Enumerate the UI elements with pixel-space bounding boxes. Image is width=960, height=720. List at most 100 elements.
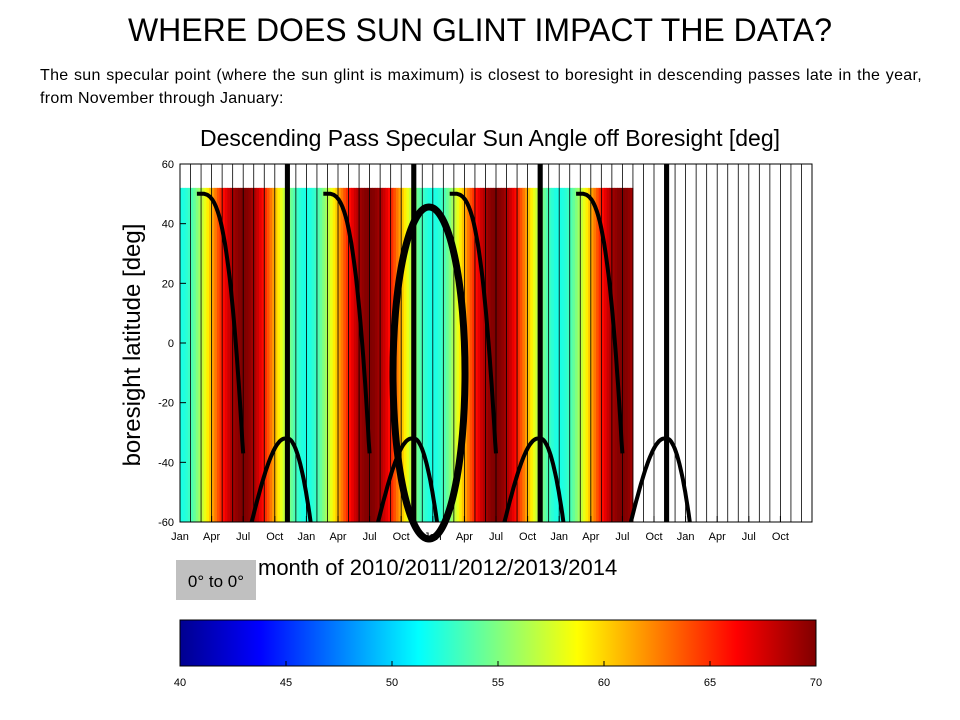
heat-cell bbox=[208, 187, 212, 522]
heat-cell bbox=[527, 187, 531, 522]
heatmap-columns bbox=[180, 187, 634, 522]
colorbar-ticks: 40 45 50 55 60 65 70 bbox=[174, 661, 822, 689]
heat-cell bbox=[509, 187, 513, 522]
x-tick-label: Oct bbox=[393, 531, 410, 543]
heat-cell bbox=[517, 187, 521, 522]
heat-cell bbox=[382, 187, 386, 522]
x-tick-label: Apr bbox=[203, 531, 220, 543]
heat-cell bbox=[424, 187, 428, 522]
heat-cell bbox=[322, 187, 326, 522]
x-axis-label: month of 2010/2011/2012/2013/2014 bbox=[258, 555, 617, 580]
y-tick-label: -60 bbox=[158, 517, 174, 529]
heat-cell bbox=[264, 187, 268, 522]
heat-cell bbox=[295, 187, 299, 522]
heat-cell bbox=[480, 187, 484, 522]
heat-cell bbox=[243, 187, 247, 522]
contour-falling bbox=[666, 436, 692, 522]
heat-cell bbox=[356, 187, 360, 522]
heat-cell bbox=[456, 187, 460, 522]
heat-cell bbox=[451, 187, 455, 522]
heat-cell bbox=[524, 187, 528, 522]
heat-cell bbox=[395, 187, 399, 522]
heat-cell bbox=[201, 187, 205, 522]
heat-cell bbox=[474, 187, 478, 522]
heat-cell bbox=[498, 187, 502, 522]
heat-cell bbox=[332, 187, 336, 522]
heat-cell bbox=[364, 187, 368, 522]
heat-cell bbox=[330, 187, 334, 522]
heat-cell bbox=[335, 187, 339, 522]
heat-cell bbox=[611, 187, 615, 522]
heat-cell bbox=[277, 187, 281, 522]
x-tick-label: Jul bbox=[236, 531, 250, 543]
y-tick-label: 60 bbox=[162, 159, 174, 171]
heat-cell bbox=[248, 187, 252, 522]
heat-cell bbox=[214, 187, 218, 522]
heat-cell bbox=[493, 187, 497, 522]
heat-cell bbox=[398, 187, 402, 522]
y-tick-label: -40 bbox=[158, 457, 174, 469]
heat-cell bbox=[427, 187, 431, 522]
heat-cell bbox=[546, 187, 550, 522]
colorbar-tick-label: 65 bbox=[704, 677, 716, 689]
heat-cell bbox=[548, 187, 552, 522]
heat-cell bbox=[298, 187, 302, 522]
heat-cell bbox=[211, 187, 215, 522]
heat-cell bbox=[353, 187, 357, 522]
heat-cell bbox=[590, 187, 594, 522]
heat-cell bbox=[543, 187, 547, 522]
heat-cell bbox=[206, 187, 210, 522]
heat-cell bbox=[314, 187, 318, 522]
heat-cell bbox=[569, 187, 573, 522]
heat-cell bbox=[388, 187, 392, 522]
contour-falling bbox=[287, 436, 313, 522]
heat-cell bbox=[522, 187, 526, 522]
heat-cell bbox=[511, 187, 515, 522]
highlight-ellipse bbox=[389, 203, 469, 543]
heat-cell bbox=[422, 187, 426, 522]
heat-cell bbox=[409, 187, 413, 522]
x-tick-label: Jan bbox=[550, 531, 568, 543]
heat-cell bbox=[182, 187, 186, 522]
heat-cell bbox=[359, 187, 363, 522]
heat-cell bbox=[606, 187, 610, 522]
x-tick-label: Oct bbox=[645, 531, 662, 543]
heat-cell bbox=[453, 187, 457, 522]
heat-cell bbox=[530, 187, 534, 522]
heat-cell bbox=[630, 187, 634, 522]
heat-cell bbox=[601, 187, 605, 522]
heat-cell bbox=[187, 187, 191, 522]
heat-cell bbox=[324, 187, 328, 522]
heat-cell bbox=[438, 187, 442, 522]
month-gridlines bbox=[190, 164, 802, 522]
year-bar bbox=[411, 164, 417, 522]
heat-cell bbox=[622, 187, 626, 522]
contour-descending bbox=[323, 191, 372, 454]
heat-cell bbox=[585, 187, 589, 522]
heat-cell bbox=[219, 187, 223, 522]
heat-cell bbox=[232, 187, 236, 522]
heat-cell bbox=[222, 187, 226, 522]
heat-cell bbox=[580, 187, 584, 522]
x-tick-label: Apr bbox=[329, 531, 346, 543]
y-axis-ticks: 60 40 20 0 -20 -40 -60 bbox=[158, 159, 186, 529]
year-bar bbox=[664, 164, 670, 522]
heat-cell bbox=[311, 187, 315, 522]
heat-cell bbox=[609, 187, 613, 522]
heat-cell bbox=[369, 187, 373, 522]
heat-cell bbox=[193, 187, 197, 522]
heat-cell bbox=[245, 187, 249, 522]
heat-cell bbox=[216, 187, 220, 522]
heat-cell bbox=[419, 187, 423, 522]
contour-label: 0° to 0° bbox=[188, 572, 244, 591]
heat-cell bbox=[366, 187, 370, 522]
heat-cell bbox=[472, 187, 476, 522]
heat-cell bbox=[598, 187, 602, 522]
heat-cell bbox=[372, 187, 376, 522]
heat-cell bbox=[338, 187, 342, 522]
x-tick-label: Jan bbox=[171, 531, 189, 543]
heat-cell bbox=[417, 187, 421, 522]
heat-cell bbox=[532, 187, 536, 522]
x-axis-ticks: Jan Apr Jul Oct Jan Apr Jul Oct Jan Apr Jul Oct Jan A… bbox=[171, 516, 789, 543]
